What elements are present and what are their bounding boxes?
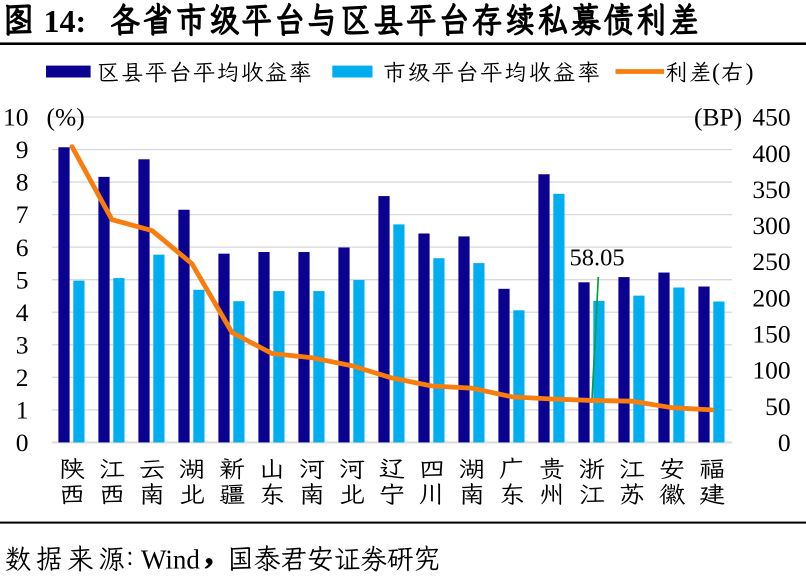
svg-text:250: 250 xyxy=(752,247,790,276)
svg-text:400: 400 xyxy=(752,139,790,168)
svg-text:2: 2 xyxy=(16,363,29,392)
svg-text:6: 6 xyxy=(16,233,29,262)
svg-text:100: 100 xyxy=(752,356,790,385)
svg-text:200: 200 xyxy=(752,283,790,312)
svg-text:58.05: 58.05 xyxy=(570,245,625,272)
svg-text:50: 50 xyxy=(765,392,791,421)
svg-text:(%): (%) xyxy=(47,103,85,132)
svg-text:9: 9 xyxy=(16,135,29,164)
svg-text:450: 450 xyxy=(752,103,790,132)
svg-text:10: 10 xyxy=(3,103,29,132)
svg-text:300: 300 xyxy=(752,211,790,240)
svg-text:150: 150 xyxy=(752,320,790,349)
svg-text:0: 0 xyxy=(16,428,29,457)
svg-text:Wind: Wind xyxy=(141,545,200,575)
svg-text:(BP): (BP) xyxy=(694,103,742,132)
svg-text:3: 3 xyxy=(16,330,29,359)
svg-text:(: ( xyxy=(712,60,720,86)
svg-text:8: 8 xyxy=(16,168,29,197)
svg-text:5: 5 xyxy=(16,265,29,294)
svg-text:): ) xyxy=(746,60,754,86)
svg-text:4: 4 xyxy=(16,298,29,327)
svg-text:14:: 14: xyxy=(44,3,87,39)
svg-text:350: 350 xyxy=(752,175,790,204)
svg-text:1: 1 xyxy=(16,396,29,425)
svg-text:0: 0 xyxy=(778,428,791,457)
svg-text:7: 7 xyxy=(16,200,29,229)
